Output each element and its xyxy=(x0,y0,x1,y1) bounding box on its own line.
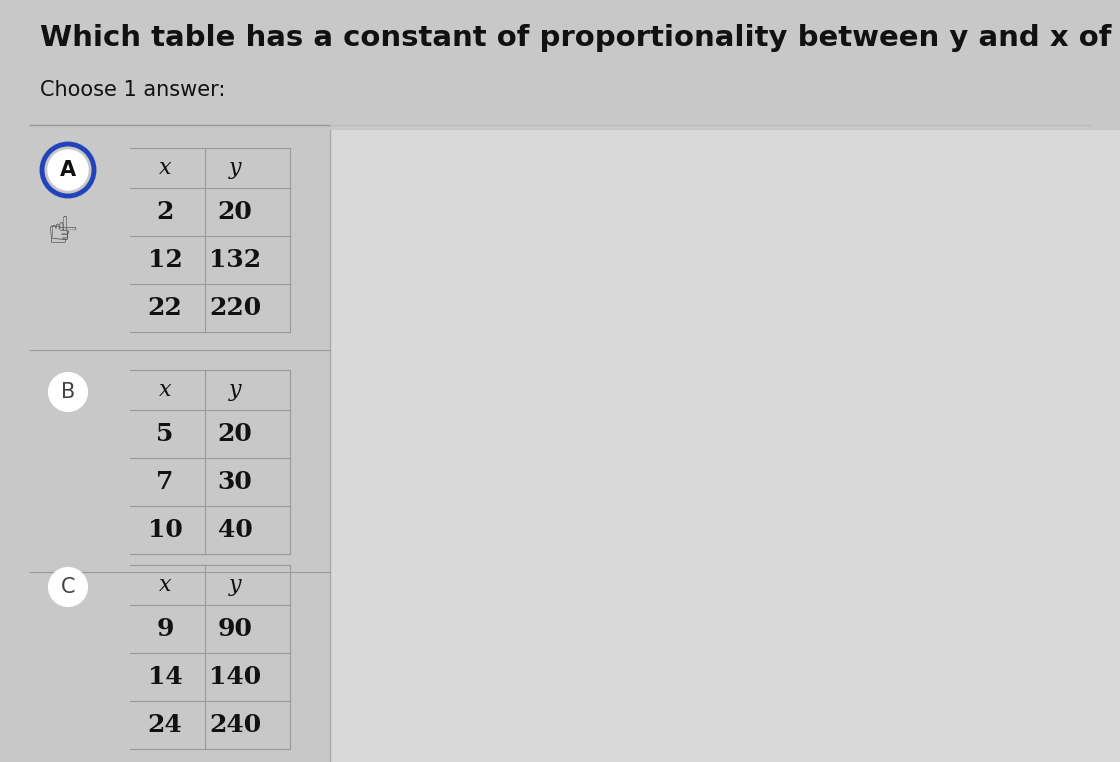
Text: x: x xyxy=(159,157,171,179)
Text: y: y xyxy=(228,157,241,179)
Text: 90: 90 xyxy=(217,617,252,641)
Text: x: x xyxy=(159,379,171,401)
Text: 140: 140 xyxy=(209,665,261,689)
Text: Choose 1 answer:: Choose 1 answer: xyxy=(40,80,225,100)
Text: 14: 14 xyxy=(148,665,183,689)
Text: 2: 2 xyxy=(157,200,174,224)
Text: A: A xyxy=(60,160,76,180)
Circle shape xyxy=(49,373,87,411)
Text: y: y xyxy=(228,574,241,596)
Text: 24: 24 xyxy=(148,713,183,737)
Text: ☞: ☞ xyxy=(47,218,80,252)
Text: 5: 5 xyxy=(157,422,174,446)
Text: ☝: ☝ xyxy=(49,213,71,246)
Text: y: y xyxy=(228,379,241,401)
Text: C: C xyxy=(60,577,75,597)
Bar xyxy=(330,130,1120,762)
Text: 220: 220 xyxy=(209,296,261,320)
Text: 10: 10 xyxy=(148,518,183,542)
Text: Which table has a constant of proportionality between y and x of 10?: Which table has a constant of proportion… xyxy=(40,24,1120,52)
Text: 12: 12 xyxy=(148,248,183,272)
Circle shape xyxy=(49,151,87,189)
Circle shape xyxy=(49,568,87,606)
Text: 132: 132 xyxy=(209,248,261,272)
Text: 30: 30 xyxy=(217,470,252,494)
Text: x: x xyxy=(159,574,171,596)
Text: 40: 40 xyxy=(217,518,252,542)
Text: 22: 22 xyxy=(148,296,183,320)
Text: 7: 7 xyxy=(157,470,174,494)
Text: 240: 240 xyxy=(209,713,261,737)
Text: 20: 20 xyxy=(217,200,252,224)
Text: 9: 9 xyxy=(157,617,174,641)
Text: 20: 20 xyxy=(217,422,252,446)
Text: B: B xyxy=(60,382,75,402)
